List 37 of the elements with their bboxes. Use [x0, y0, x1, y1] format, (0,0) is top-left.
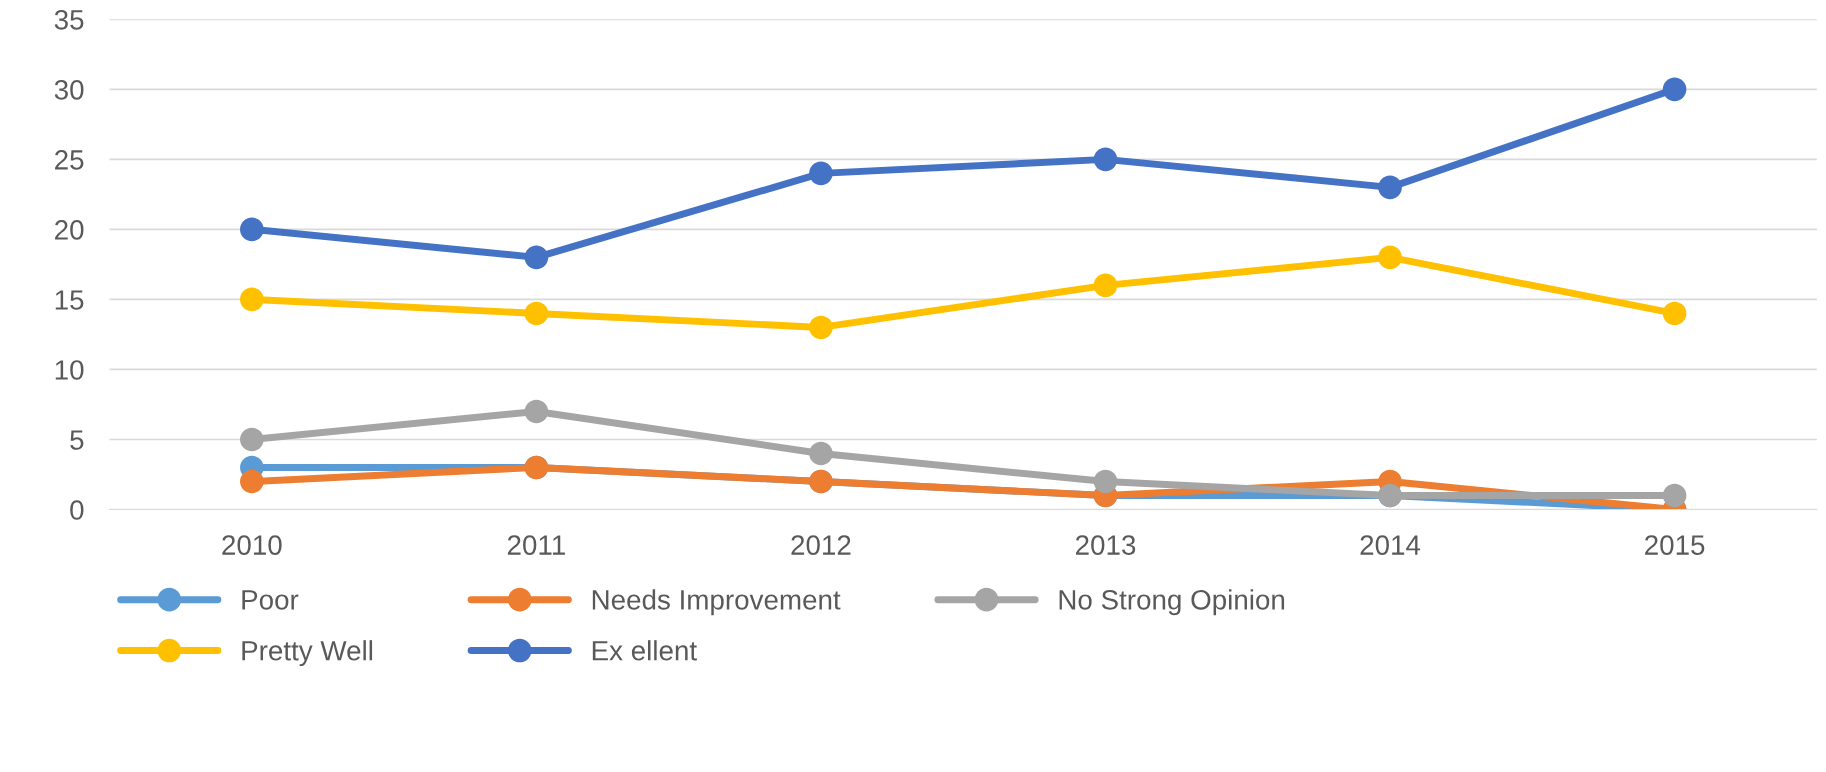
x-tick-label: 2014	[1360, 535, 1421, 555]
legend-label: Ex ellent	[592, 640, 697, 661]
point	[240, 427, 264, 452]
point	[240, 287, 264, 312]
y-tick-label: 35	[54, 9, 84, 30]
point	[1093, 469, 1118, 494]
y-tick-label: 0	[70, 500, 84, 520]
y-tick-label: 10	[55, 360, 84, 380]
point	[1662, 483, 1687, 508]
point	[524, 301, 549, 326]
x-tick-label: 2010	[222, 535, 282, 555]
point	[1093, 273, 1118, 298]
point	[1378, 175, 1402, 200]
point	[1093, 147, 1118, 172]
y-tick-label: 25	[55, 150, 84, 170]
y-tick-label: 20	[55, 220, 84, 240]
legend-label: Needs Improvement	[592, 589, 841, 616]
y-tick-label: 5	[70, 430, 84, 450]
point	[1662, 77, 1687, 102]
point	[1378, 245, 1402, 270]
x-tick-label: 2012	[791, 535, 851, 555]
x-tick-label: 2011	[507, 535, 565, 555]
y-tick-label: 30	[54, 80, 84, 100]
legend-label: Pretty Well	[242, 640, 373, 667]
y-tick-label: 15	[55, 290, 84, 310]
point	[809, 441, 833, 466]
legend-label: Poor	[242, 590, 299, 610]
x-tick-label: 2013	[1075, 535, 1136, 555]
point	[240, 469, 264, 494]
x-tick-label: 2015	[1645, 535, 1705, 555]
legend-label: No Strong Opinion	[1059, 589, 1285, 616]
point	[809, 315, 833, 340]
point	[1662, 301, 1687, 326]
point	[524, 245, 549, 270]
point	[809, 161, 833, 186]
point	[240, 217, 264, 242]
point	[524, 399, 549, 424]
